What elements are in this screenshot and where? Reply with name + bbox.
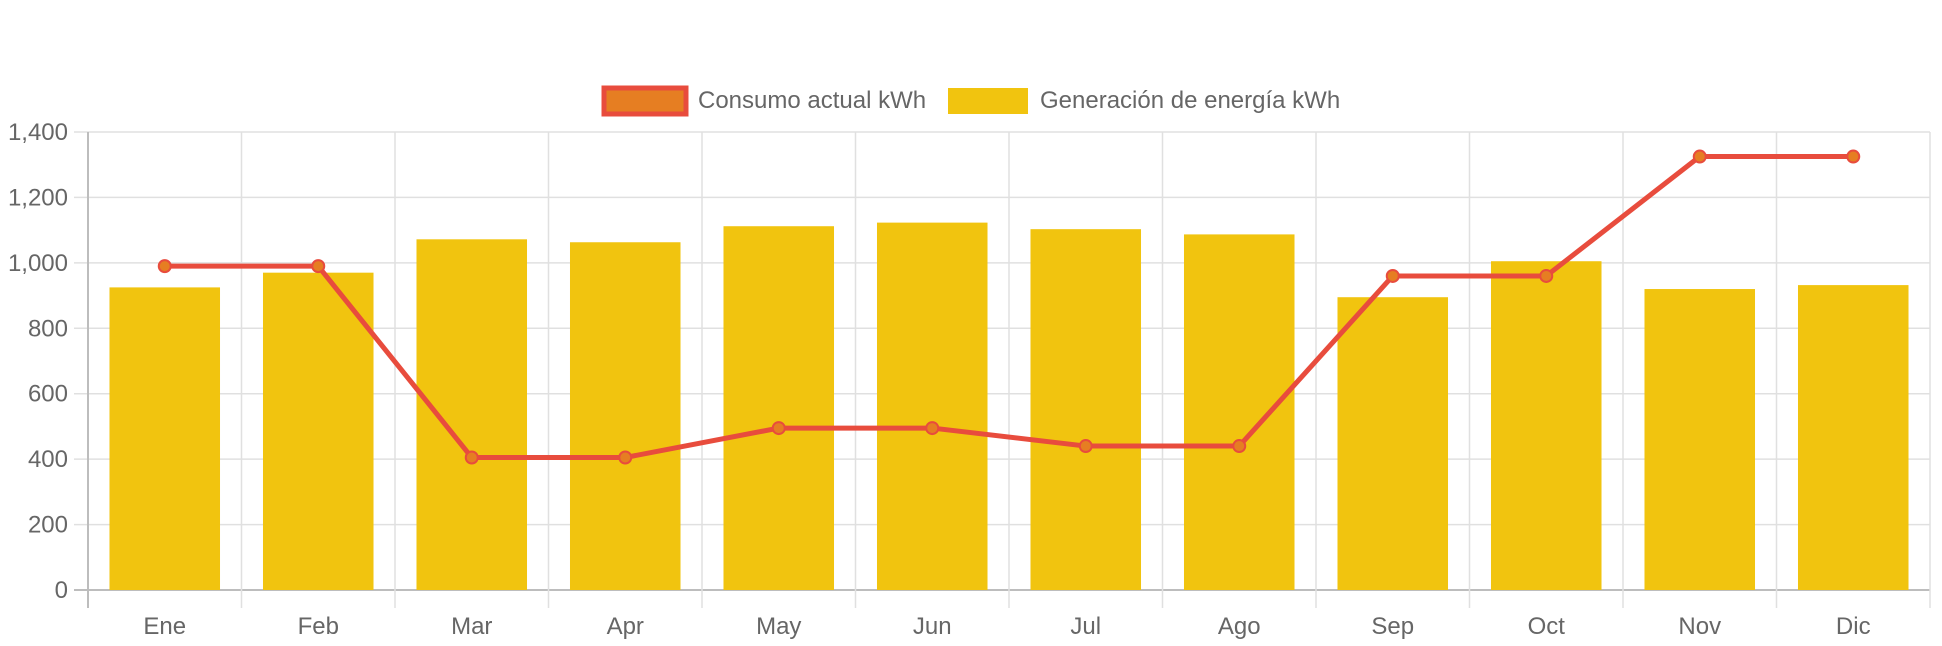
bar-generacion[interactable]	[109, 287, 221, 590]
point-consumo[interactable]	[1232, 439, 1247, 454]
bar-generacion[interactable]	[1490, 261, 1602, 590]
y-tick-label: 1,200	[8, 184, 68, 211]
x-tick-label: Oct	[1528, 613, 1566, 640]
y-tick-label: 400	[28, 446, 68, 473]
line-series	[157, 149, 1861, 465]
y-tick-label: 0	[55, 577, 68, 604]
point-consumo[interactable]	[1385, 268, 1400, 283]
x-tick-label: Dic	[1836, 613, 1871, 640]
y-tick-label: 200	[28, 512, 68, 539]
bar-generacion[interactable]	[1030, 229, 1142, 590]
y-tick-label: 800	[28, 315, 68, 342]
bar-generacion[interactable]	[569, 242, 681, 591]
point-consumo[interactable]	[1692, 149, 1707, 164]
x-tick-label: Feb	[298, 613, 339, 640]
point-consumo[interactable]	[1539, 268, 1554, 283]
grid	[74, 131, 1931, 608]
legend-swatch-line	[601, 85, 689, 117]
line-consumo	[162, 154, 1856, 461]
x-tick-label: Jun	[913, 613, 952, 640]
y-tick-label: 1,400	[8, 119, 68, 146]
bar-generacion[interactable]	[1644, 289, 1756, 590]
x-tick-label: Ago	[1218, 613, 1261, 640]
bar-generacion[interactable]	[1183, 234, 1295, 590]
point-consumo[interactable]	[311, 259, 326, 274]
legend-item-line[interactable]: Consumo actual kWh	[601, 85, 926, 117]
x-tick-label: Nov	[1678, 613, 1721, 640]
bar-generacion[interactable]	[876, 222, 988, 590]
x-tick-label: Sep	[1371, 613, 1414, 640]
legend: Consumo actual kWh Generación de energía…	[601, 85, 1340, 117]
x-tick-label: May	[756, 613, 801, 640]
bar-generacion[interactable]	[262, 272, 374, 590]
x-tick-label: Apr	[607, 613, 644, 640]
bar-generacion[interactable]	[416, 239, 528, 590]
legend-item-bar[interactable]: Generación de energía kWh	[948, 87, 1340, 114]
point-consumo[interactable]	[1078, 439, 1093, 454]
bar-generacion[interactable]	[723, 226, 835, 590]
legend-label-bar: Generación de energía kWh	[1040, 87, 1340, 114]
point-consumo[interactable]	[771, 421, 786, 436]
bar-series	[109, 222, 1909, 591]
legend-swatch-bar	[948, 88, 1028, 114]
x-tick-label: Jul	[1070, 613, 1101, 640]
axes: 0 200 400 600 800 1,000 1,200 1,400 Ene Feb Mar Apr…	[8, 119, 1871, 640]
x-tick-label: Mar	[451, 613, 492, 640]
point-consumo[interactable]	[618, 450, 633, 465]
y-tick-label: 600	[28, 381, 68, 408]
point-consumo[interactable]	[1846, 149, 1861, 164]
bar-generacion[interactable]	[1337, 297, 1449, 590]
bar-generacion[interactable]	[1797, 285, 1909, 590]
point-consumo[interactable]	[157, 259, 172, 274]
legend-label-line: Consumo actual kWh	[698, 87, 926, 114]
y-tick-label: 1,000	[8, 250, 68, 277]
point-consumo[interactable]	[464, 450, 479, 465]
x-tick-label: Ene	[143, 613, 186, 640]
point-consumo[interactable]	[925, 421, 940, 436]
